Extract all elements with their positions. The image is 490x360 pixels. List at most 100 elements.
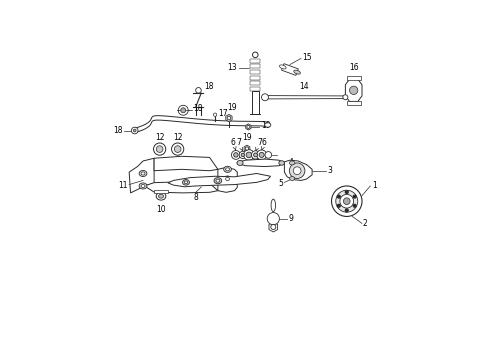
Circle shape — [244, 150, 254, 160]
Ellipse shape — [294, 70, 300, 74]
Circle shape — [245, 147, 248, 150]
Circle shape — [259, 152, 264, 157]
Bar — [250, 76, 260, 80]
Text: 12: 12 — [173, 133, 182, 142]
Bar — [250, 59, 260, 63]
Text: 1: 1 — [372, 181, 376, 190]
Ellipse shape — [343, 95, 348, 100]
Bar — [347, 101, 361, 105]
Text: 16: 16 — [349, 63, 359, 72]
Circle shape — [265, 152, 271, 158]
Polygon shape — [284, 160, 312, 180]
Circle shape — [338, 204, 340, 207]
Ellipse shape — [271, 199, 275, 212]
Circle shape — [241, 153, 245, 157]
Text: 14: 14 — [299, 82, 309, 91]
Text: 6: 6 — [231, 138, 236, 150]
Text: 6: 6 — [262, 138, 267, 150]
Circle shape — [257, 150, 267, 160]
Ellipse shape — [262, 94, 269, 101]
Circle shape — [246, 152, 252, 158]
Circle shape — [239, 151, 246, 158]
Polygon shape — [245, 124, 251, 130]
Polygon shape — [282, 64, 298, 75]
Circle shape — [181, 108, 186, 113]
Text: 11: 11 — [118, 181, 128, 190]
Polygon shape — [237, 159, 284, 167]
Ellipse shape — [141, 184, 145, 188]
Ellipse shape — [279, 65, 286, 69]
Text: 8: 8 — [194, 193, 198, 202]
Circle shape — [153, 143, 166, 155]
Circle shape — [133, 129, 136, 132]
Circle shape — [290, 163, 305, 179]
Bar — [154, 190, 168, 193]
Text: 13: 13 — [228, 63, 237, 72]
Circle shape — [131, 127, 138, 134]
Text: 10: 10 — [156, 205, 166, 214]
Text: 7: 7 — [256, 138, 262, 150]
Circle shape — [293, 167, 301, 175]
Ellipse shape — [265, 123, 271, 127]
Polygon shape — [345, 79, 362, 102]
Circle shape — [178, 105, 188, 115]
Text: 18: 18 — [193, 104, 202, 113]
Circle shape — [231, 150, 240, 159]
Ellipse shape — [225, 168, 229, 171]
Text: 12: 12 — [155, 133, 165, 142]
Text: 4: 4 — [289, 158, 294, 167]
Text: 5: 5 — [278, 179, 283, 188]
Ellipse shape — [223, 166, 231, 172]
Ellipse shape — [237, 161, 243, 166]
Text: 9: 9 — [289, 213, 294, 222]
Text: 18: 18 — [204, 82, 214, 91]
Ellipse shape — [216, 179, 220, 182]
Circle shape — [172, 143, 184, 155]
Text: 7: 7 — [236, 138, 243, 150]
Bar — [347, 76, 361, 80]
Bar — [250, 64, 260, 68]
Circle shape — [214, 113, 217, 116]
Ellipse shape — [279, 161, 284, 165]
Ellipse shape — [156, 192, 166, 200]
Ellipse shape — [139, 170, 147, 176]
Text: 19: 19 — [242, 132, 252, 141]
Circle shape — [345, 209, 348, 212]
Circle shape — [234, 153, 238, 157]
Polygon shape — [226, 114, 232, 122]
Circle shape — [251, 151, 260, 159]
Ellipse shape — [214, 177, 222, 184]
Text: 18: 18 — [113, 126, 122, 135]
Circle shape — [267, 212, 279, 225]
Polygon shape — [269, 222, 278, 232]
Ellipse shape — [223, 176, 231, 182]
Circle shape — [345, 191, 348, 193]
Bar — [250, 70, 260, 74]
Ellipse shape — [290, 176, 294, 180]
Ellipse shape — [225, 177, 229, 181]
Circle shape — [254, 153, 258, 157]
Polygon shape — [145, 182, 218, 193]
Text: 17: 17 — [218, 109, 227, 118]
Text: 2: 2 — [363, 220, 368, 229]
Bar — [250, 87, 260, 91]
Ellipse shape — [184, 181, 188, 184]
Polygon shape — [168, 174, 270, 187]
Circle shape — [271, 225, 276, 229]
Ellipse shape — [141, 172, 145, 175]
Circle shape — [349, 86, 358, 94]
Circle shape — [174, 146, 181, 152]
Ellipse shape — [290, 161, 295, 165]
Circle shape — [252, 52, 258, 58]
Text: 15: 15 — [302, 53, 312, 62]
Polygon shape — [154, 156, 218, 171]
Circle shape — [338, 195, 340, 198]
Circle shape — [336, 190, 358, 212]
Polygon shape — [244, 145, 250, 152]
Circle shape — [343, 198, 350, 204]
Circle shape — [353, 195, 356, 198]
Polygon shape — [218, 167, 237, 192]
Circle shape — [247, 125, 250, 129]
Polygon shape — [129, 158, 154, 193]
Circle shape — [332, 186, 362, 216]
